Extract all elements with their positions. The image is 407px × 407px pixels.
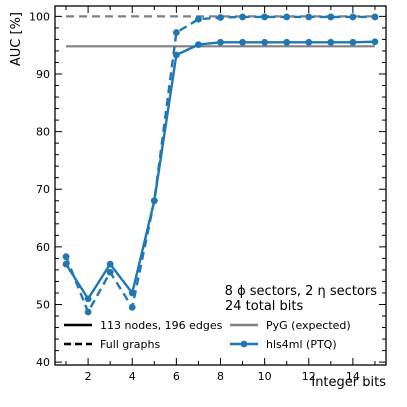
legend: 113 nodes, 196 edges Full graphs PyG (expe…: [64, 319, 351, 351]
series-layer: [62, 13, 379, 316]
y-tick-label: 100: [29, 10, 50, 23]
data-point-solid: [283, 38, 291, 46]
x-tick-label: 8: [217, 370, 224, 383]
data-point-solid: [261, 38, 269, 46]
y-tick-label: 80: [36, 126, 50, 139]
x-axis-label: Integer bits: [311, 375, 386, 390]
legend-entry: hls4ml (PTQ): [230, 338, 337, 351]
data-point-dashed: [217, 14, 224, 21]
data-point-solid: [239, 38, 246, 46]
data-point-solid: [327, 38, 335, 46]
data-point-dashed: [239, 13, 246, 21]
legend-entry: 113 nodes, 196 edges: [64, 319, 223, 332]
legend-label: PyG (expected): [266, 319, 351, 332]
data-point-dashed: [84, 308, 92, 316]
x-tick-label: 14: [346, 370, 360, 383]
annotation-sectors: 8 ϕ sectors, 2 η sectors: [225, 284, 378, 299]
data-point-dashed: [349, 13, 357, 21]
x-tick-label: 12: [302, 370, 316, 383]
data-point-solid: [84, 295, 92, 303]
data-point-solid: [195, 41, 202, 49]
legend-entry: Full graphs: [64, 338, 161, 351]
legend-label: 113 nodes, 196 edges: [100, 319, 223, 332]
data-point-dashed: [327, 13, 335, 21]
x-tick-label: 2: [85, 370, 92, 383]
data-point-dashed: [195, 15, 202, 23]
data-point-dashed: [150, 197, 158, 205]
data-point-dashed: [128, 303, 136, 311]
y-axis-label: AUC [%]: [9, 12, 24, 66]
data-point-dashed: [172, 29, 180, 36]
legend-marker: [240, 340, 248, 348]
data-point-dashed: [305, 13, 313, 21]
x-tick-label: 6: [173, 370, 180, 383]
legend-label: hls4ml (PTQ): [266, 338, 337, 351]
axis-ticks: 2 4 6 8 10 12 14 40 50 60 70 80 90 100: [29, 6, 386, 383]
x-tick-label: 4: [129, 370, 136, 383]
data-point-dashed: [283, 13, 291, 21]
reference-lines: [66, 15, 375, 48]
data-point-dashed: [62, 253, 70, 261]
x-tick-label: 10: [258, 370, 272, 383]
data-point-solid: [305, 38, 313, 46]
plot-frame: [54, 5, 387, 366]
y-tick-label: 40: [36, 356, 50, 369]
data-point-solid: [349, 38, 357, 46]
y-tick-label: 50: [36, 298, 50, 311]
data-point-solid: [371, 38, 379, 46]
y-tick-label: 60: [36, 241, 50, 254]
series-line-solid: [65, 40, 375, 300]
annotation-total-bits: 24 total bits: [225, 299, 303, 314]
data-point-dashed: [106, 268, 114, 276]
y-tick-label: 70: [36, 183, 50, 196]
data-point-solid: [217, 38, 224, 46]
data-point-solid: [106, 260, 114, 268]
legend-label: Full graphs: [100, 338, 161, 351]
data-point-dashed: [261, 13, 269, 21]
y-tick-label: 90: [36, 68, 50, 81]
legend-entry: PyG (expected): [230, 319, 351, 332]
data-point-dashed: [371, 13, 379, 21]
